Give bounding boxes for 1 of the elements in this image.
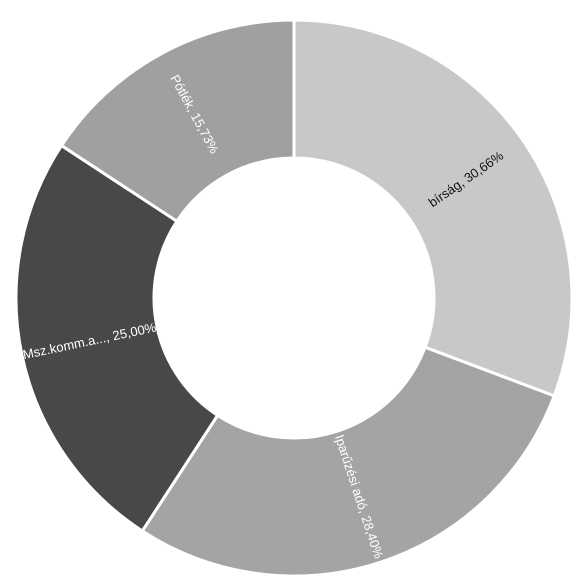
slice-label: Msz.komm.a..., 25,00%	[21, 320, 158, 362]
